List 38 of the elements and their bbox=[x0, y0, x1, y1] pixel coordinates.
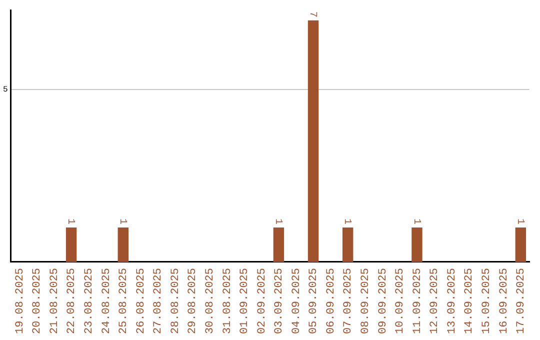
x-tick-label: 30.08.2025 bbox=[204, 268, 216, 334]
x-tick-label: 29.08.2025 bbox=[187, 268, 200, 334]
data-label: 1 bbox=[116, 218, 128, 224]
data-label: 1 bbox=[514, 218, 526, 224]
data-label: 1 bbox=[341, 218, 352, 224]
x-tick-label: 02.09.2025 bbox=[256, 268, 268, 334]
x-tick-label: 25.08.2025 bbox=[118, 268, 130, 334]
x-tick-label: 15.09.2025 bbox=[481, 268, 494, 334]
x-tick-label: 17.09.2025 bbox=[516, 268, 528, 334]
x-tick-label: 05.09.2025 bbox=[308, 268, 320, 334]
x-tick-label: 08.09.2025 bbox=[360, 268, 372, 334]
x-tick-label: 31.08.2025 bbox=[222, 268, 234, 334]
x-tick-label: 11.09.2025 bbox=[412, 268, 424, 334]
x-tick-label: 01.09.2025 bbox=[239, 268, 252, 334]
data-label: 1 bbox=[64, 218, 76, 224]
x-tick-label: 26.08.2025 bbox=[135, 268, 148, 334]
x-tick-label: 04.09.2025 bbox=[290, 268, 303, 334]
x-tick-label: 22.08.2025 bbox=[66, 268, 78, 334]
x-tick-label: 20.08.2025 bbox=[32, 268, 44, 334]
data-label: 7 bbox=[306, 11, 318, 18]
data-label: 1 bbox=[272, 218, 284, 224]
x-tick-label: 23.08.2025 bbox=[83, 268, 96, 334]
y-tick-label: 5 bbox=[2, 86, 8, 95]
x-tick-label: 12.09.2025 bbox=[429, 268, 442, 334]
x-tick-label: 21.08.2025 bbox=[48, 268, 61, 334]
x-tick-label: 24.08.2025 bbox=[100, 268, 113, 334]
x-tick-label: 27.08.2025 bbox=[152, 268, 165, 334]
x-tick-label: 09.09.2025 bbox=[377, 268, 390, 334]
x-tick-label: 03.09.2025 bbox=[274, 268, 286, 334]
x-tick-label: 19.08.2025 bbox=[14, 268, 26, 334]
x-tick-label: 07.09.2025 bbox=[342, 268, 355, 334]
x-tick-label: 13.09.2025 bbox=[446, 268, 458, 334]
x-tick-label: 28.08.2025 bbox=[170, 268, 182, 334]
x-tick-label: 06.09.2025 bbox=[325, 268, 338, 334]
x-tick-label: 10.09.2025 bbox=[394, 268, 407, 334]
x-tick-label: 16.09.2025 bbox=[498, 268, 510, 334]
x-tick-label: 14.09.2025 bbox=[464, 268, 476, 334]
data-label: 1 bbox=[410, 218, 422, 224]
